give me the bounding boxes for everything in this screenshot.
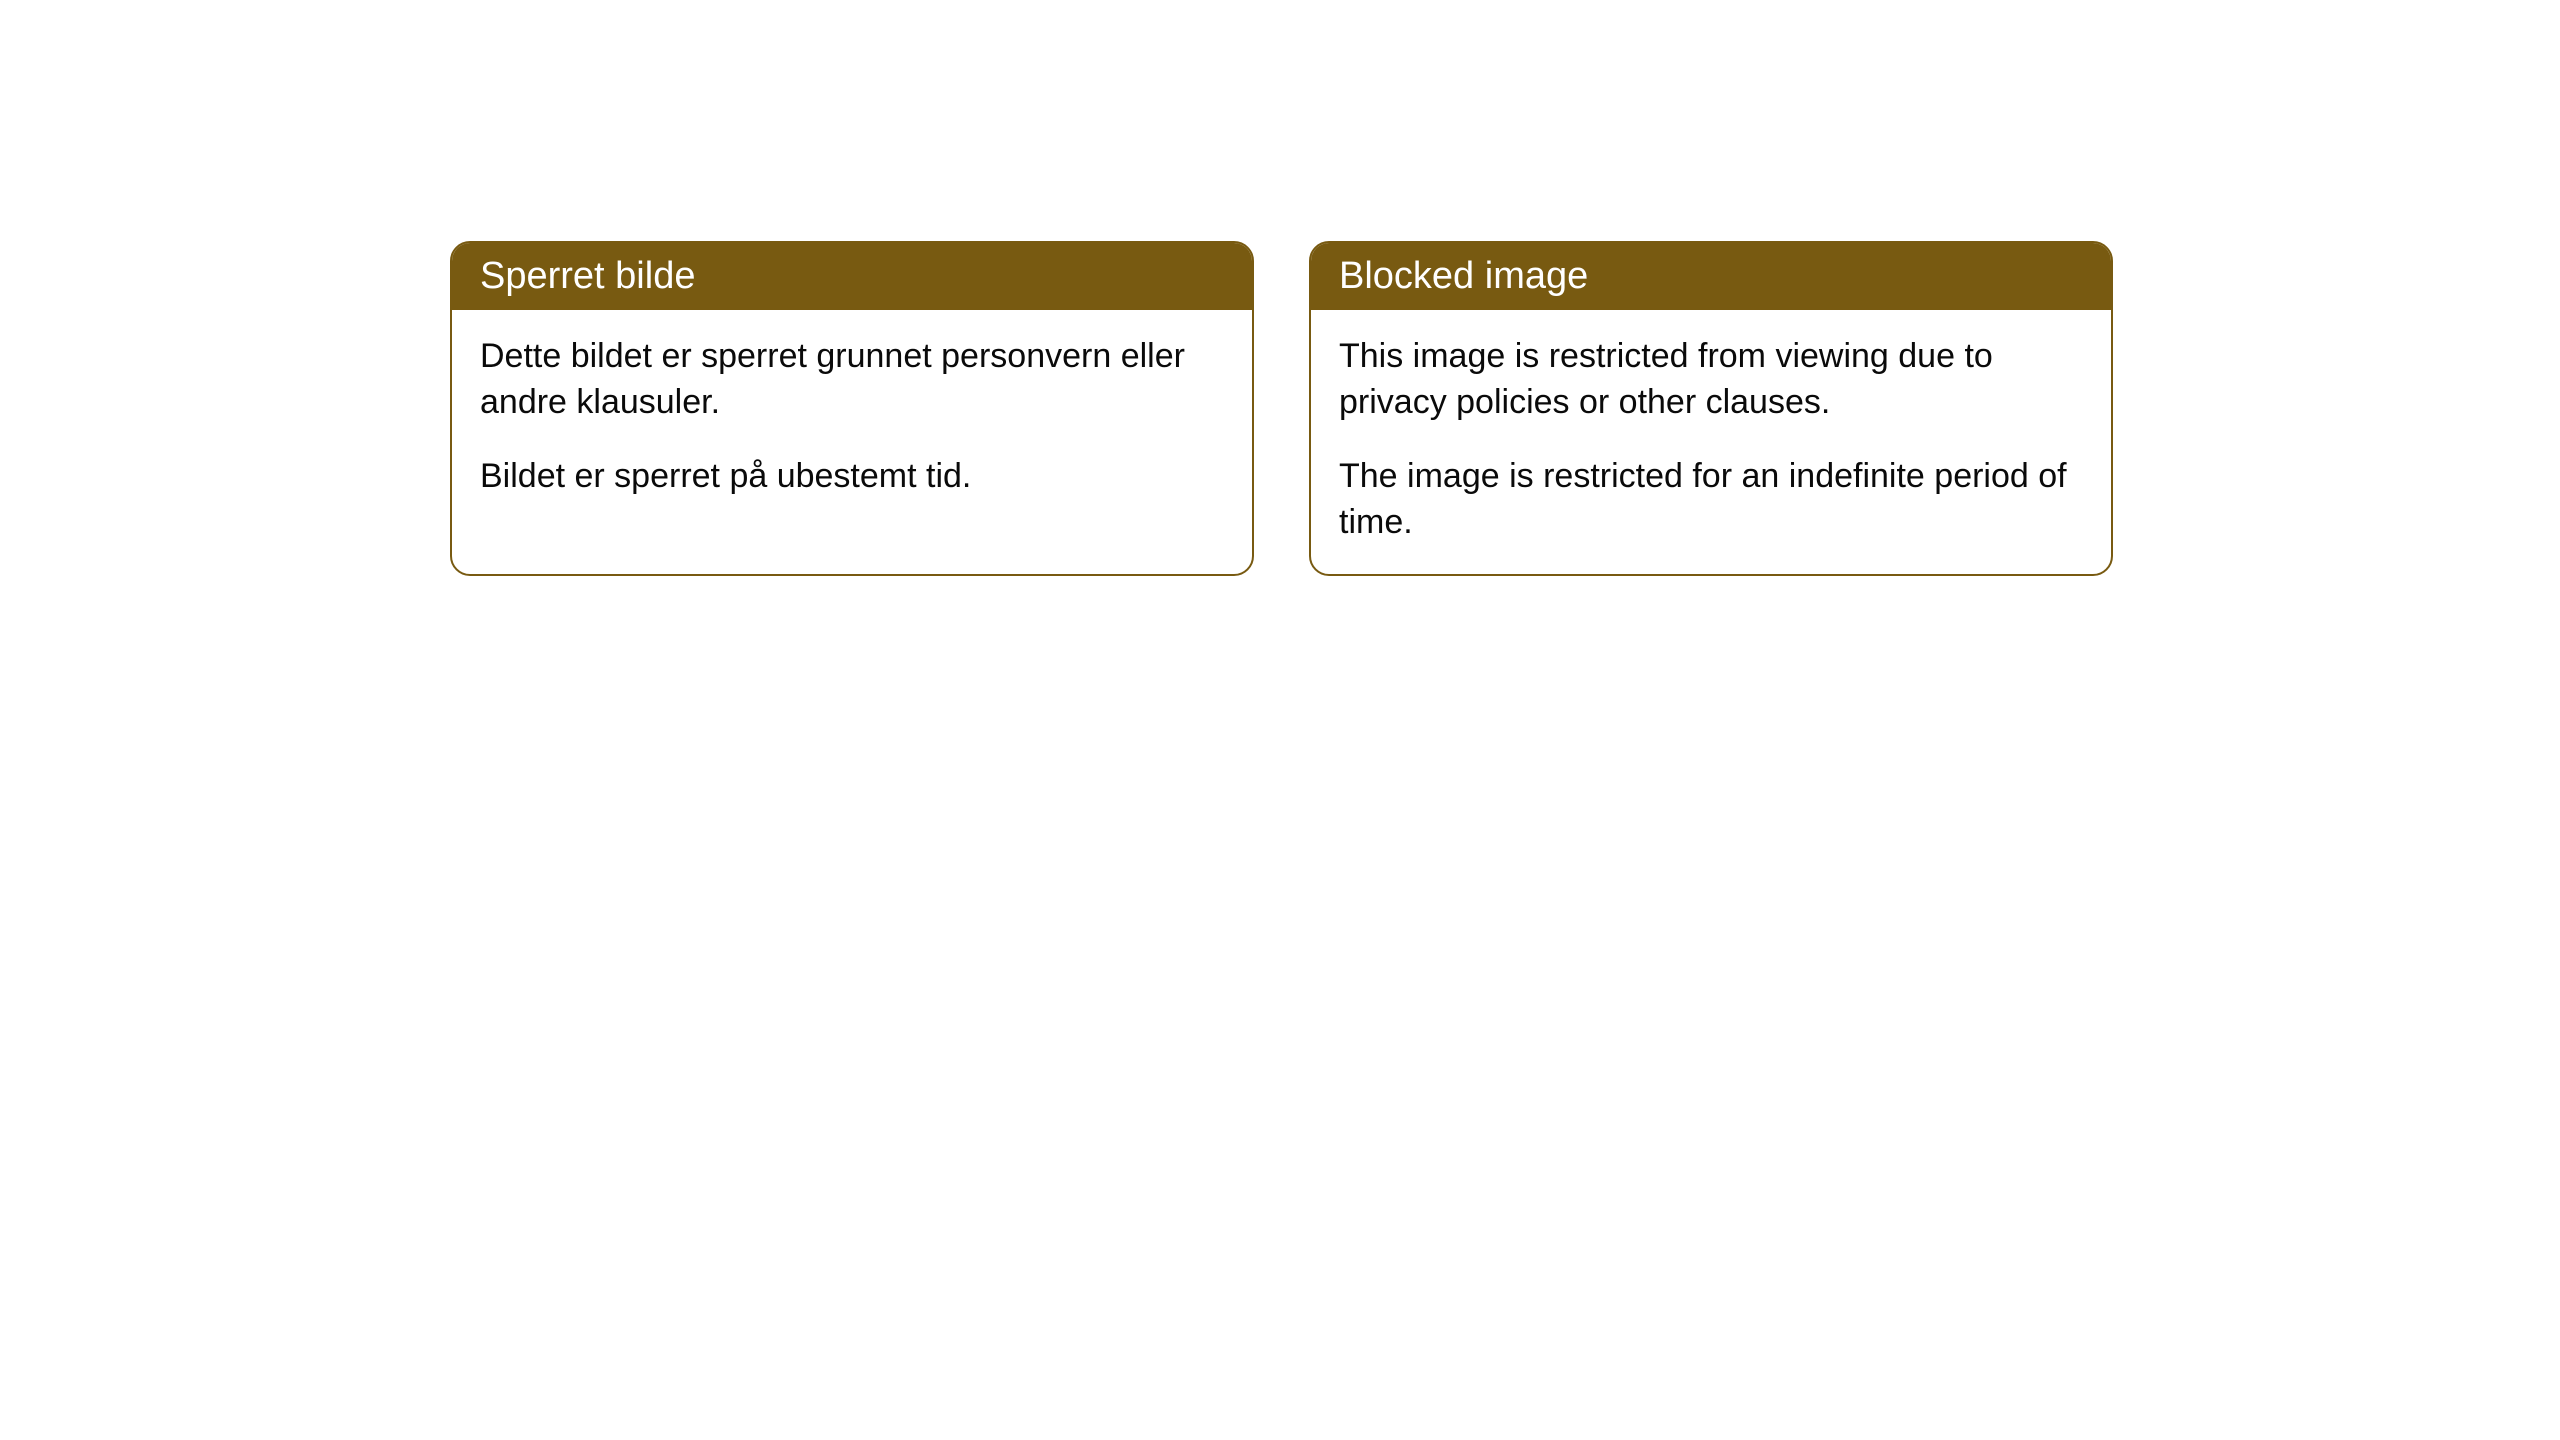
notice-body: This image is restricted from viewing du… [1311, 310, 2111, 574]
notice-card-norwegian: Sperret bilde Dette bildet er sperret gr… [450, 241, 1254, 576]
notice-paragraph: Bildet er sperret på ubestemt tid. [480, 454, 1224, 500]
notice-body: Dette bildet er sperret grunnet personve… [452, 310, 1252, 528]
notice-card-english: Blocked image This image is restricted f… [1309, 241, 2113, 576]
notice-paragraph: The image is restricted for an indefinit… [1339, 454, 2083, 546]
notice-header: Blocked image [1311, 243, 2111, 310]
notice-container: Sperret bilde Dette bildet er sperret gr… [450, 241, 2113, 576]
notice-title: Blocked image [1339, 255, 1588, 297]
notice-header: Sperret bilde [452, 243, 1252, 310]
notice-paragraph: Dette bildet er sperret grunnet personve… [480, 334, 1224, 426]
notice-title: Sperret bilde [480, 255, 695, 297]
notice-paragraph: This image is restricted from viewing du… [1339, 334, 2083, 426]
